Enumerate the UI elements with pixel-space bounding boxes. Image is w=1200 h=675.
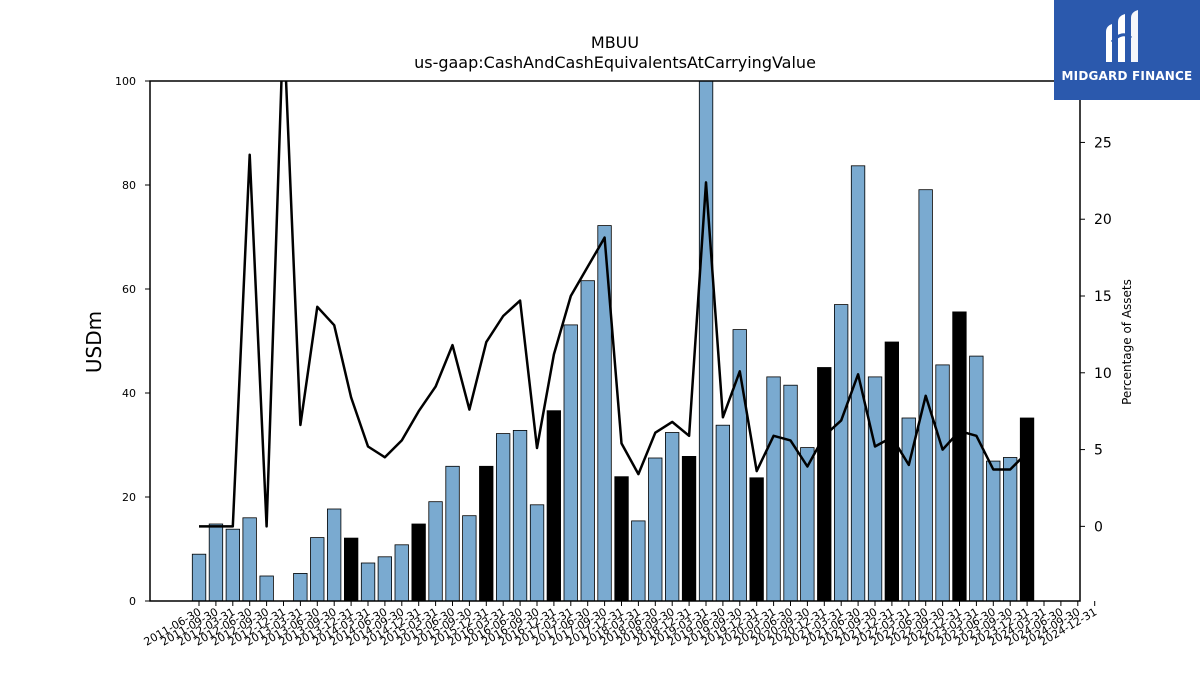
- bar: [445, 465, 460, 601]
- bar: [665, 432, 680, 601]
- y-right-tick-label: 25: [1094, 135, 1112, 151]
- y-tick-label: 100: [115, 75, 136, 88]
- x-axis-ticks: 2011-06-302011-09-302012-03-312012-06-30…: [142, 601, 1099, 649]
- bar: [1019, 417, 1035, 601]
- y-right-tick-label: 10: [1094, 366, 1112, 382]
- line-series: [199, 81, 1028, 528]
- bar: [850, 165, 866, 601]
- brand-logo: MIDGARD FINANCE: [1054, 0, 1200, 100]
- chart-title: MBUU: [591, 33, 639, 52]
- plot-frame: [149, 80, 1081, 602]
- bar: [783, 384, 798, 601]
- bar: [225, 528, 241, 601]
- bar: [648, 457, 663, 601]
- midgard-mark-icon: [1106, 10, 1138, 62]
- bar: [529, 504, 545, 601]
- bar: [512, 429, 528, 601]
- bar: [867, 376, 883, 601]
- bar: [884, 341, 899, 601]
- bar: [631, 520, 646, 601]
- bar: [326, 508, 342, 601]
- bar: [766, 376, 781, 601]
- bar: [749, 477, 764, 601]
- bar: [360, 562, 376, 601]
- y-right-tick-label: 15: [1094, 289, 1112, 305]
- y-tick-label: 80: [122, 179, 136, 192]
- bar: [1003, 457, 1018, 601]
- bar: [546, 410, 561, 601]
- y-right-tick-label: 0: [1094, 519, 1103, 535]
- bar: [935, 364, 950, 601]
- bar: [343, 537, 359, 601]
- y-tick-label: 60: [122, 283, 136, 296]
- y-tick-label: 20: [122, 491, 136, 504]
- bar: [986, 460, 1001, 601]
- bar: [597, 225, 612, 601]
- y-right-tick-label: 5: [1094, 443, 1103, 459]
- y-right-tick-label: 20: [1094, 212, 1112, 228]
- y-axis-right-label: Percentage of Assets: [1120, 279, 1134, 405]
- bar: [817, 367, 832, 601]
- bar: [428, 501, 443, 601]
- bar: [411, 523, 426, 601]
- bar: [800, 447, 815, 601]
- bar: [952, 311, 967, 601]
- bar: [479, 465, 494, 601]
- bar: [377, 556, 393, 601]
- bar: [614, 476, 629, 601]
- bar-series: [191, 81, 1035, 601]
- bar: [901, 417, 916, 601]
- bar: [310, 537, 325, 601]
- bar: [191, 553, 207, 601]
- chart-subtitle: us-gaap:CashAndCashEquivalentsAtCarrying…: [414, 53, 816, 72]
- bar: [242, 517, 257, 601]
- bar: [681, 455, 697, 601]
- y-tick-label: 0: [129, 595, 136, 608]
- y-tick-label: 40: [122, 387, 136, 400]
- bar: [394, 544, 409, 601]
- y-axis-label: USDm: [82, 311, 106, 373]
- brand-name: MIDGARD FINANCE: [1061, 69, 1193, 83]
- bar: [208, 523, 224, 601]
- bar: [580, 280, 595, 601]
- bar: [462, 515, 477, 601]
- bar: [698, 81, 714, 601]
- pct-assets-line: [199, 81, 1028, 528]
- y-axis-ticks: 0 20 40 60 80 100: [115, 75, 150, 608]
- bar: [495, 433, 511, 601]
- y-axis-right-ticks: 0 5 10 15 20 25: [1080, 135, 1112, 535]
- bar: [715, 424, 730, 601]
- bar: [293, 573, 308, 601]
- bar: [563, 324, 578, 601]
- bar: [259, 575, 274, 601]
- bar: [969, 355, 984, 601]
- bar: [834, 304, 849, 601]
